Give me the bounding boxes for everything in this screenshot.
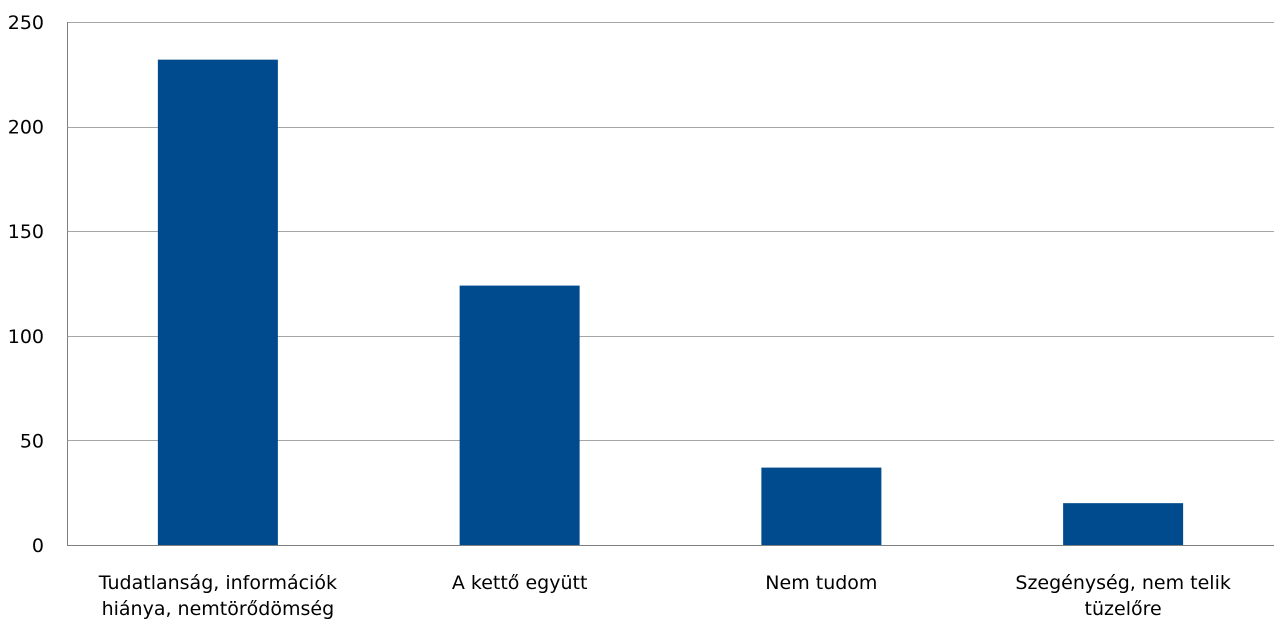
x-tick-label-line: Nem tudom: [765, 572, 877, 594]
x-tick-label-line: Tudatlanság, információk: [98, 572, 337, 594]
axes: [67, 22, 1274, 546]
y-tick-labels: 0 50 100 150 200 250: [8, 12, 44, 557]
y-tick-label-200: 200: [8, 117, 44, 139]
y-tick-label-250: 250: [8, 12, 44, 34]
bar-1: [157, 59, 278, 545]
bar-2: [459, 285, 580, 545]
x-tick-label-2: A kettő együtt: [452, 572, 588, 594]
bars: [157, 59, 1184, 545]
y-tick-label-150: 150: [8, 221, 44, 243]
x-tick-label-4: Szegénység, nem telik tüzelőre: [1015, 572, 1230, 620]
x-tick-label-line: hiánya, nemtörődömség: [102, 598, 335, 620]
y-tick-label-50: 50: [20, 430, 44, 452]
x-tick-label-line: tüzelőre: [1085, 598, 1162, 620]
x-tick-label-3: Nem tudom: [765, 572, 877, 594]
x-tick-label-line: Szegénység, nem telik: [1015, 572, 1230, 594]
x-category-labels: Tudatlanság, információk hiánya, nemtörőd…: [98, 572, 1231, 620]
x-tick-label-1: Tudatlanság, információk hiánya, nemtörőd…: [98, 572, 337, 620]
x-tick-label-line: A kettő együtt: [452, 572, 588, 594]
bar-4: [1063, 503, 1184, 545]
y-tick-label-100: 100: [8, 326, 44, 348]
bar-3: [761, 467, 882, 545]
y-tick-label-0: 0: [32, 535, 44, 557]
